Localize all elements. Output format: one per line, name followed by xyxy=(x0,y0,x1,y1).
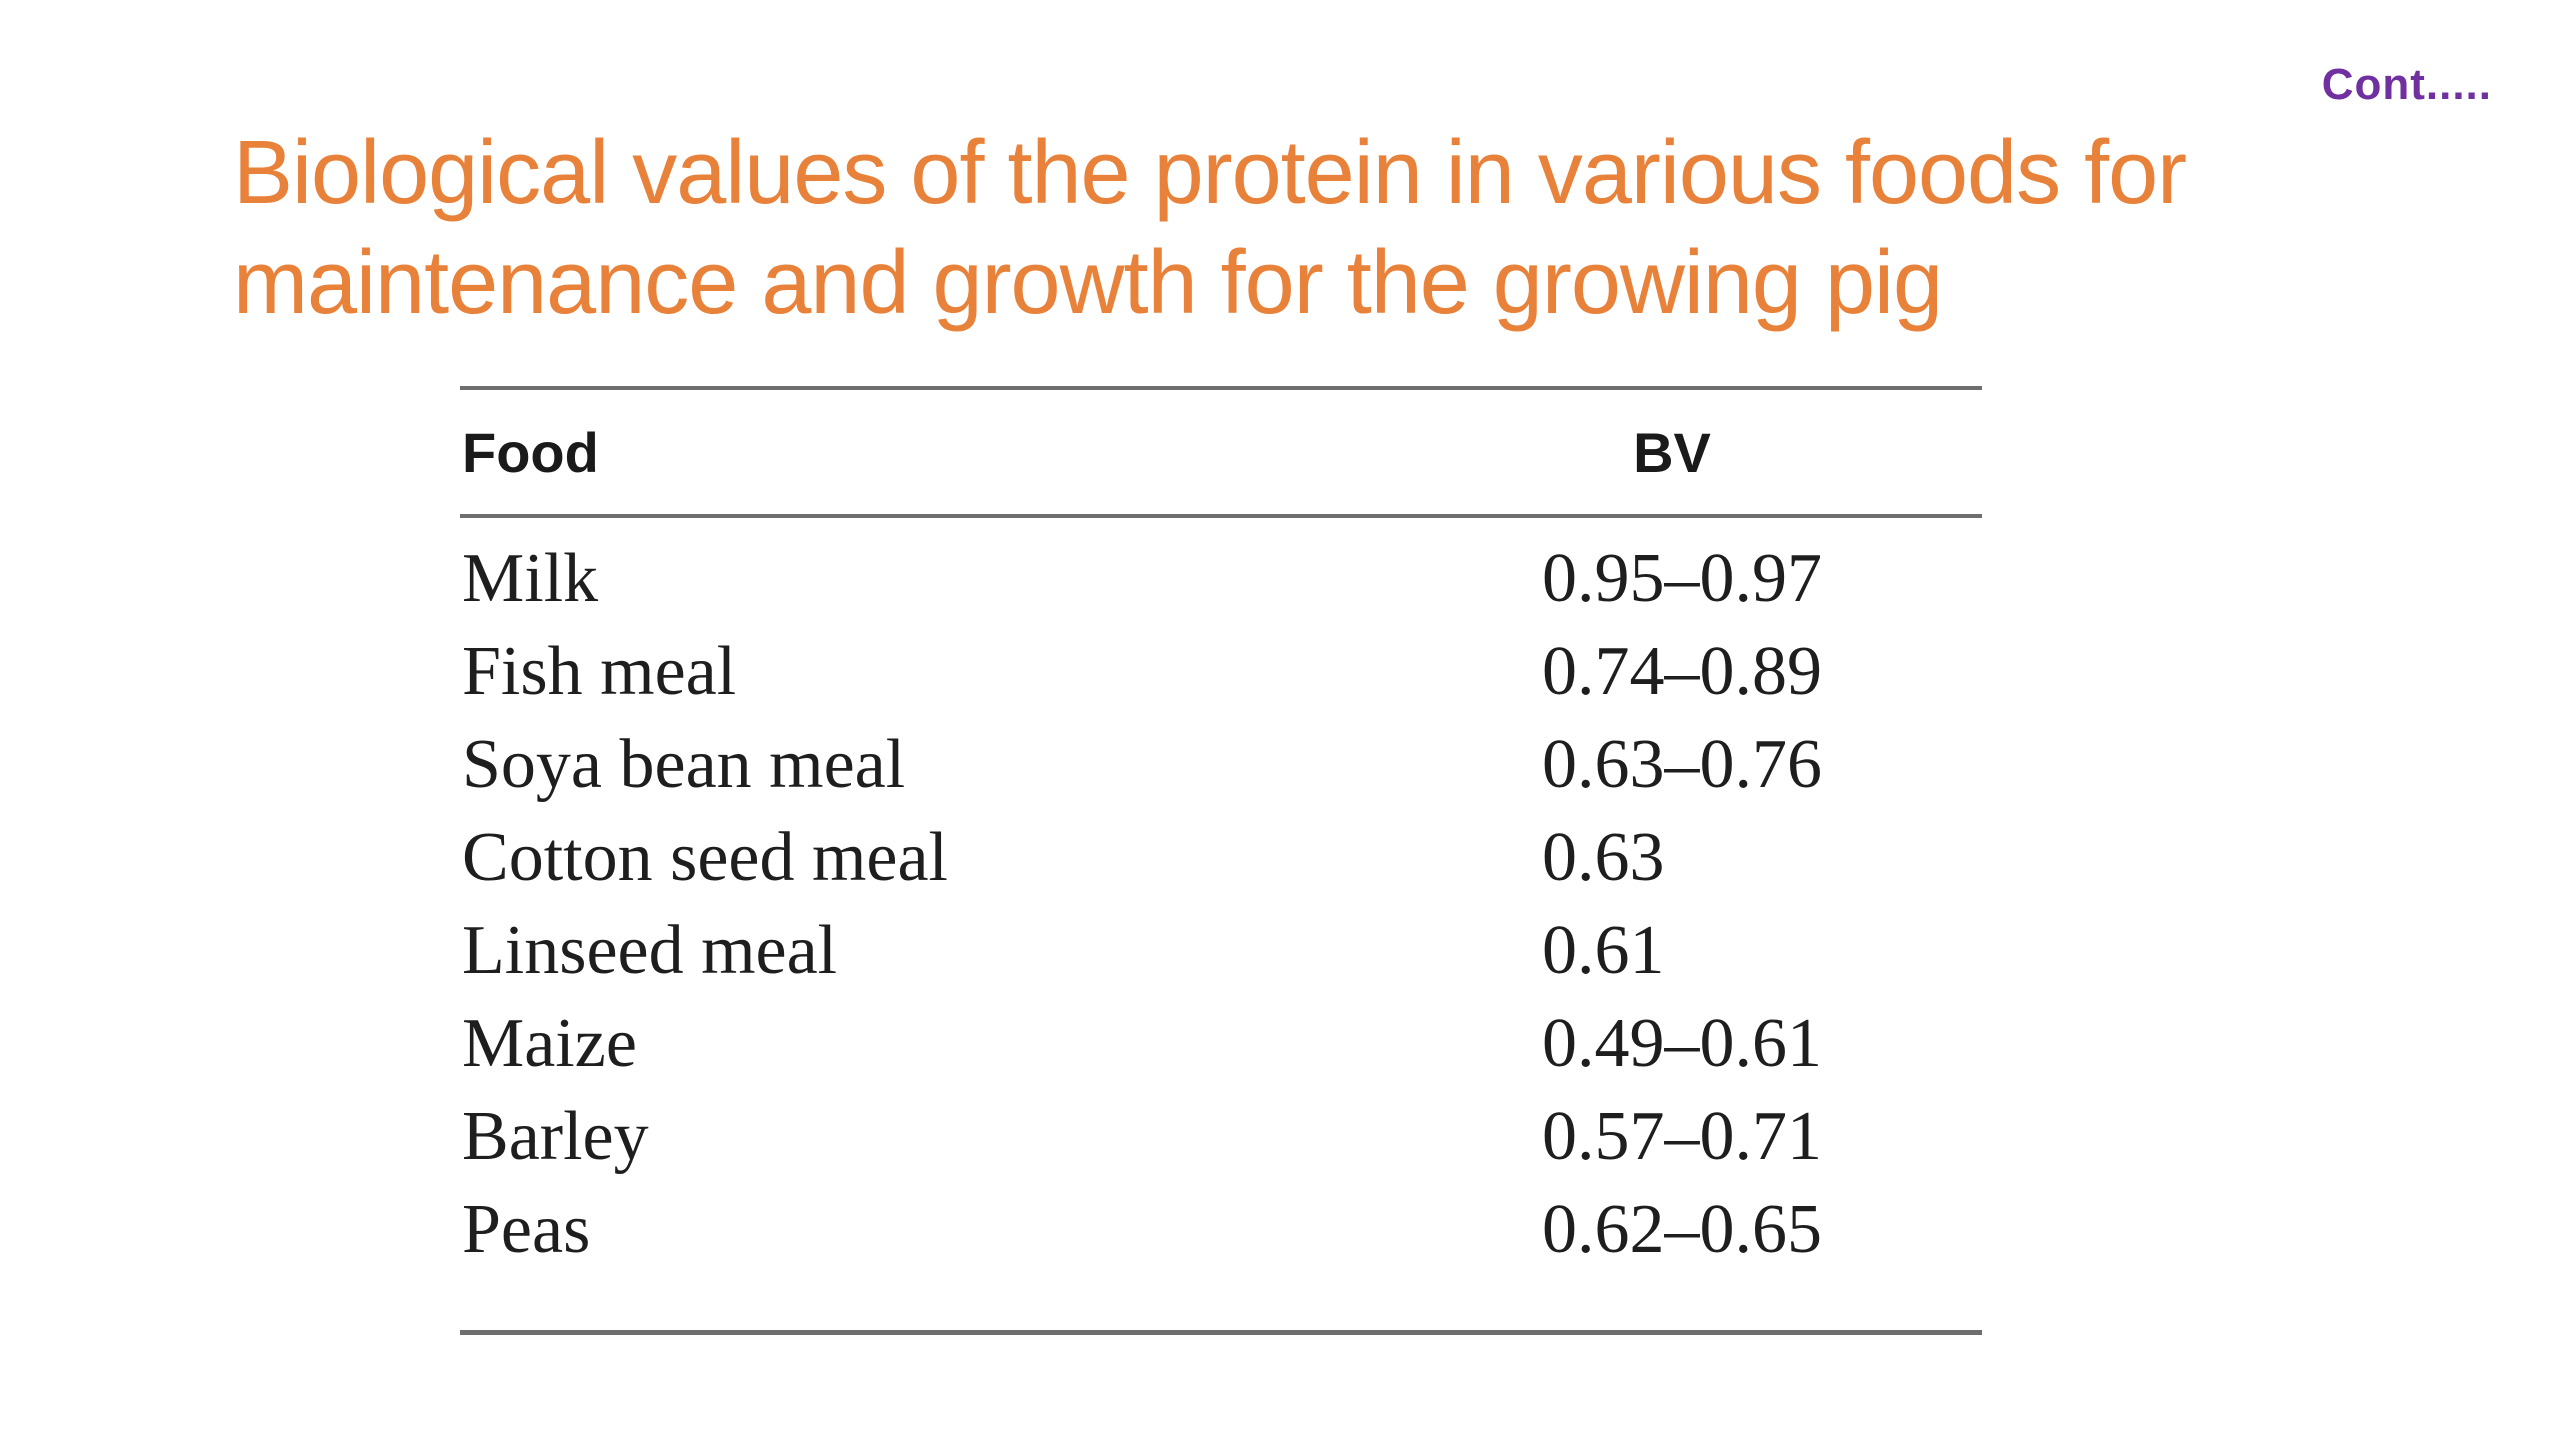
bv-cell: 0.74–0.89 xyxy=(1542,632,1822,710)
slide-title-line-1: Biological values of the protein in vari… xyxy=(233,123,2187,223)
bv-cell: 0.57–0.71 xyxy=(1542,1097,1822,1175)
bv-cell: 0.49–0.61 xyxy=(1542,1004,1822,1082)
food-cell: Cotton seed meal xyxy=(462,818,949,896)
food-cell: Soya bean meal xyxy=(462,725,906,803)
table-row: Maize 0.49–0.61 xyxy=(460,997,1982,1090)
table-top-rule xyxy=(460,386,1982,390)
table-row: Soya bean meal 0.63–0.76 xyxy=(460,718,1982,811)
column-header-bv: BV xyxy=(1633,420,1711,484)
table-row: Peas 0.62–0.65 xyxy=(460,1183,1982,1276)
table-header-rule xyxy=(460,514,1982,518)
table-header-row: Food BV xyxy=(460,390,1982,514)
biological-value-table: Food BV Milk 0.95–0.97 Fish meal 0.74–0.… xyxy=(460,386,1982,1335)
table-row: Linseed meal 0.61 xyxy=(460,904,1982,997)
slide-title: Biological values of the protein in vari… xyxy=(233,118,2413,338)
food-cell: Maize xyxy=(462,1004,637,1082)
table-body: Milk 0.95–0.97 Fish meal 0.74–0.89 Soya … xyxy=(460,518,1982,1276)
bv-cell: 0.61 xyxy=(1542,911,1665,989)
table-row: Barley 0.57–0.71 xyxy=(460,1090,1982,1183)
food-cell: Barley xyxy=(462,1097,649,1175)
bv-cell: 0.95–0.97 xyxy=(1542,539,1822,617)
table-row: Milk 0.95–0.97 xyxy=(460,532,1982,625)
column-header-food: Food xyxy=(462,420,599,484)
food-cell: Linseed meal xyxy=(462,911,838,989)
table-row: Cotton seed meal 0.63 xyxy=(460,811,1982,904)
bv-cell: 0.63–0.76 xyxy=(1542,725,1822,803)
table-row: Fish meal 0.74–0.89 xyxy=(460,625,1982,718)
slide-title-line-2: maintenance and growth for the growing p… xyxy=(233,233,1943,333)
food-cell: Fish meal xyxy=(462,632,737,710)
bv-cell: 0.63 xyxy=(1542,818,1665,896)
table-bottom-rule xyxy=(460,1330,1982,1335)
food-cell: Peas xyxy=(462,1190,591,1268)
food-cell: Milk xyxy=(462,539,599,617)
continuation-label: Cont..... xyxy=(2321,60,2492,109)
bv-cell: 0.62–0.65 xyxy=(1542,1190,1822,1268)
